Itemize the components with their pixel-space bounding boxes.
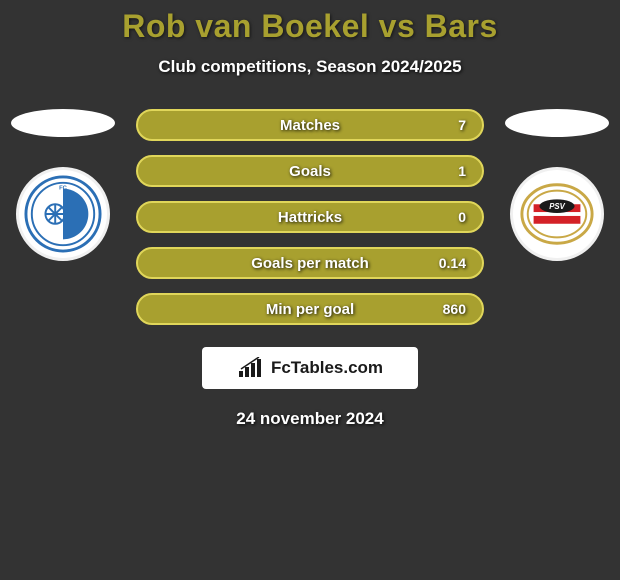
stat-bar: Goals per match 0.14 [136,247,484,279]
svg-text:PSV: PSV [549,202,565,211]
stat-value: 1 [458,163,466,179]
chart-icon [237,357,263,379]
stat-value: 7 [458,117,466,133]
branding-badge[interactable]: FcTables.com [202,347,418,389]
stat-label: Hattricks [278,209,342,226]
stat-label: Min per goal [266,301,354,318]
right-placeholder-ellipse [505,109,609,137]
main-content: FC Matches 7 Goals 1 Hattricks 0 Goals p… [0,109,620,325]
stat-label: Goals [289,163,331,180]
stat-label: Goals per match [251,255,369,272]
stat-label: Matches [280,117,340,134]
right-side: PSV [502,109,612,261]
left-side: FC [8,109,118,261]
left-club-crest: FC [16,167,110,261]
right-club-crest: PSV [510,167,604,261]
comparison-card: Rob van Boekel vs Bars Club competitions… [0,0,620,429]
stat-bar: Goals 1 [136,155,484,187]
svg-text:FC: FC [59,186,68,192]
stat-value: 0 [458,209,466,225]
stat-bar: Hattricks 0 [136,201,484,233]
stat-bar: Min per goal 860 [136,293,484,325]
stat-value: 0.14 [439,255,466,271]
date-label: 24 november 2024 [0,409,620,429]
page-title: Rob van Boekel vs Bars [0,8,620,45]
branding-text: FcTables.com [271,358,383,378]
subtitle: Club competitions, Season 2024/2025 [0,57,620,77]
left-placeholder-ellipse [11,109,115,137]
stat-bar: Matches 7 [136,109,484,141]
stat-value: 860 [443,301,466,317]
fc-eindhoven-icon: FC [24,175,102,253]
stat-bars: Matches 7 Goals 1 Hattricks 0 Goals per … [136,109,484,325]
psv-icon: PSV [518,175,596,253]
